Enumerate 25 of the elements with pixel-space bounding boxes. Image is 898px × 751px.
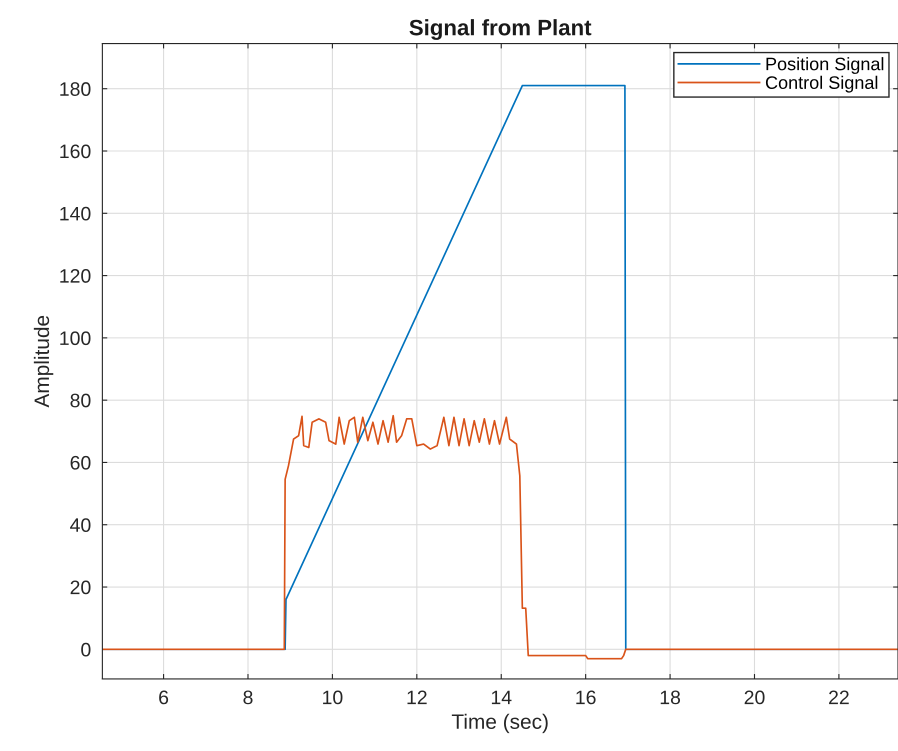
y-tick-label: 60: [70, 456, 90, 470]
y-tick-label: 20: [70, 580, 90, 594]
y-tick-label: 0: [81, 642, 90, 657]
x-axis-title: Time (sec): [452, 714, 548, 734]
y-tick-label: 180: [60, 82, 91, 96]
legend-label: Control Signal: [766, 76, 878, 93]
x-tick-label: 10: [323, 690, 342, 704]
x-tick-label: 12: [407, 690, 427, 704]
x-tick-label: 22: [829, 690, 849, 704]
x-tick-label: 6: [159, 690, 168, 704]
x-tick-label: 8: [243, 690, 253, 704]
x-tick-label: 18: [660, 690, 680, 704]
y-tick-label: 120: [60, 269, 91, 283]
x-tick-label: 14: [492, 690, 512, 704]
chart-title: Signal from Plant: [409, 19, 592, 40]
y-tick-label: 40: [70, 518, 90, 532]
x-tick-label: 20: [744, 690, 765, 704]
y-tick-label: 100: [60, 331, 91, 346]
y-tick-label: 80: [70, 394, 90, 408]
y-axis-title: Amplitude: [34, 316, 54, 408]
y-tick-label: 140: [60, 206, 91, 221]
legend-label: Position Signal: [766, 57, 884, 74]
x-tick-label: 16: [576, 690, 596, 704]
y-tick-label: 160: [60, 144, 91, 158]
line-series: [102, 414, 898, 660]
